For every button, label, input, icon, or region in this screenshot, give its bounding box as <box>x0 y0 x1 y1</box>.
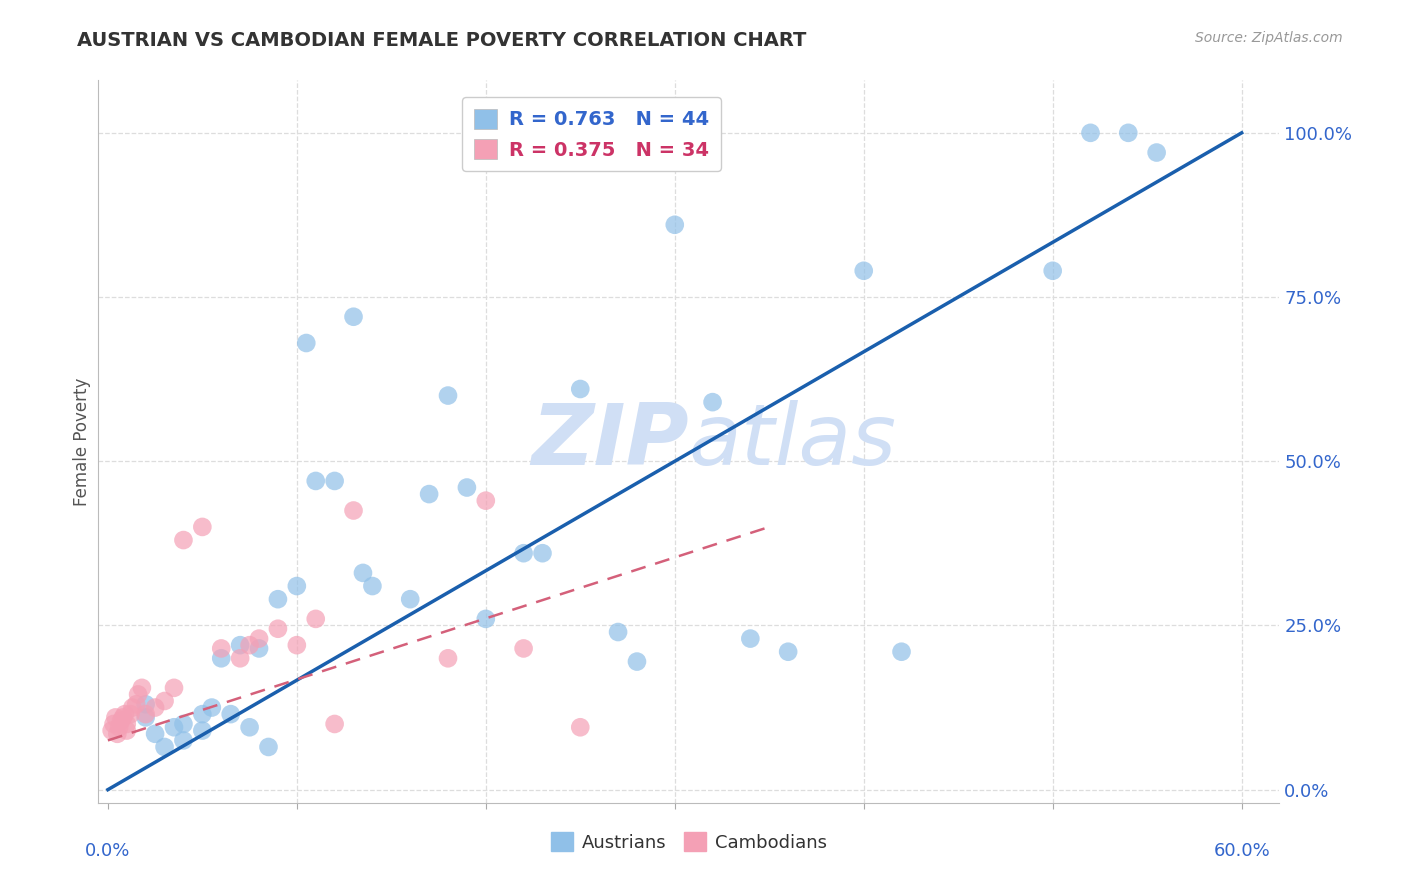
Point <box>172 533 194 547</box>
Point <box>191 520 214 534</box>
Point <box>247 632 270 646</box>
Point <box>305 474 328 488</box>
Point <box>105 727 128 741</box>
Point <box>111 710 134 724</box>
Point <box>267 622 290 636</box>
Point <box>103 717 125 731</box>
Point <box>475 493 498 508</box>
Text: AUSTRIAN VS CAMBODIAN FEMALE POVERTY CORRELATION CHART: AUSTRIAN VS CAMBODIAN FEMALE POVERTY COR… <box>77 31 807 50</box>
Point <box>531 546 554 560</box>
Point <box>125 698 148 712</box>
Point <box>257 739 280 754</box>
Point <box>219 707 242 722</box>
Point <box>569 382 592 396</box>
Point <box>153 739 176 754</box>
Point <box>172 733 194 747</box>
Point <box>135 710 157 724</box>
Point <box>437 388 460 402</box>
Point <box>607 625 630 640</box>
Point <box>100 723 122 738</box>
Point <box>209 651 232 665</box>
Point <box>569 720 592 734</box>
Point <box>512 641 534 656</box>
Point <box>437 651 460 665</box>
Point <box>143 727 166 741</box>
Point <box>1116 126 1139 140</box>
Point <box>323 717 346 731</box>
Text: 0.0%: 0.0% <box>86 842 131 860</box>
Point <box>108 720 131 734</box>
Point <box>399 592 422 607</box>
Point <box>191 707 214 722</box>
Point <box>852 264 875 278</box>
Point <box>323 474 346 488</box>
Point <box>115 723 138 738</box>
Point <box>239 638 262 652</box>
Point <box>267 592 290 607</box>
Point <box>229 651 252 665</box>
Point <box>163 720 186 734</box>
Point <box>456 481 478 495</box>
Point <box>127 687 149 701</box>
Point <box>342 310 364 324</box>
Point <box>131 681 153 695</box>
Point <box>163 681 186 695</box>
Legend: Austrians, Cambodians: Austrians, Cambodians <box>544 825 834 859</box>
Point <box>361 579 384 593</box>
Point <box>143 700 166 714</box>
Point <box>153 694 176 708</box>
Point <box>172 717 194 731</box>
Point <box>285 638 308 652</box>
Point <box>229 638 252 652</box>
Point <box>702 395 724 409</box>
Point <box>352 566 374 580</box>
Point <box>342 503 364 517</box>
Point <box>890 645 912 659</box>
Point <box>114 707 136 722</box>
Point <box>239 720 262 734</box>
Text: Source: ZipAtlas.com: Source: ZipAtlas.com <box>1195 31 1343 45</box>
Point <box>1146 145 1168 160</box>
Point <box>1042 264 1064 278</box>
Point <box>1080 126 1102 140</box>
Point <box>285 579 308 593</box>
Point <box>305 612 328 626</box>
Point <box>778 645 800 659</box>
Point <box>110 714 132 728</box>
Point <box>295 336 318 351</box>
Point <box>104 710 127 724</box>
Point <box>247 641 270 656</box>
Point <box>191 723 214 738</box>
Point <box>209 641 232 656</box>
Point <box>120 707 142 722</box>
Point <box>512 546 534 560</box>
Point <box>201 700 224 714</box>
Point <box>626 655 648 669</box>
Text: 60.0%: 60.0% <box>1213 842 1270 860</box>
Point <box>475 612 498 626</box>
Point <box>740 632 762 646</box>
Point <box>135 698 157 712</box>
Point <box>418 487 440 501</box>
Point <box>135 707 157 722</box>
Text: ZIP: ZIP <box>531 400 689 483</box>
Point <box>121 700 143 714</box>
Text: atlas: atlas <box>689 400 897 483</box>
Y-axis label: Female Poverty: Female Poverty <box>73 377 91 506</box>
Point <box>115 717 138 731</box>
Point <box>664 218 686 232</box>
